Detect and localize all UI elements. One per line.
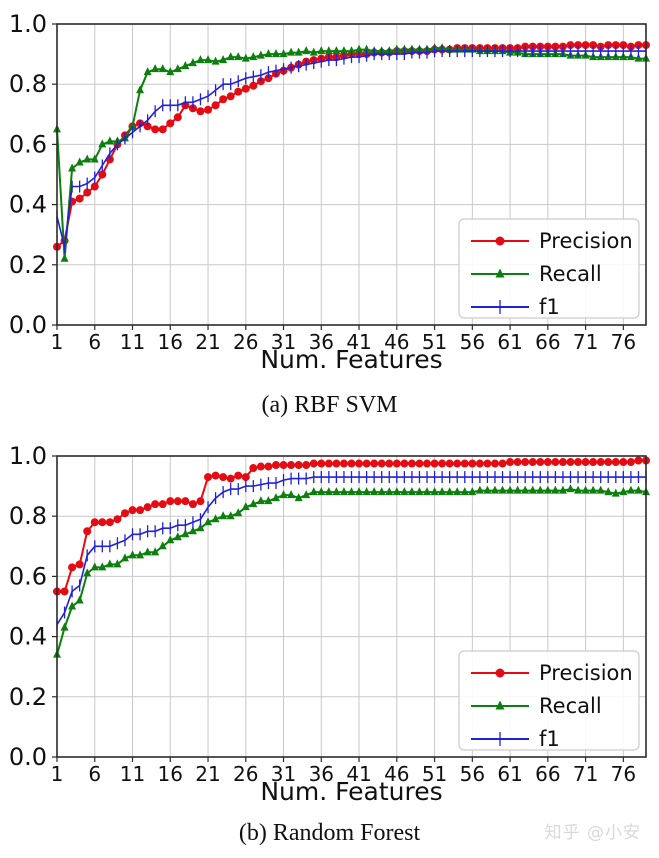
axes-frame (56, 455, 647, 758)
svg-text:56: 56 (460, 762, 485, 786)
svg-text:0.0: 0.0 (9, 311, 47, 339)
svg-text:36: 36 (309, 330, 334, 354)
svg-text:51: 51 (422, 330, 447, 354)
svg-text:Precision: Precision (539, 661, 633, 685)
svg-text:61: 61 (497, 762, 522, 786)
y-tick-labels: 0.0 0.2 0.4 0.6 0.8 1.0 (9, 10, 47, 339)
svg-text:1: 1 (51, 330, 64, 354)
svg-text:26: 26 (233, 762, 258, 786)
svg-text:56: 56 (460, 330, 485, 354)
svg-text:26: 26 (233, 330, 258, 354)
svg-text:31: 31 (271, 762, 296, 786)
svg-text:Precision: Precision (539, 229, 633, 253)
svg-text:11: 11 (120, 762, 145, 786)
legend-item-recall: Recall (471, 262, 602, 286)
axes-frame (56, 23, 647, 326)
svg-text:0.4: 0.4 (9, 191, 47, 219)
svg-text:Recall: Recall (539, 694, 602, 718)
series-recall (53, 484, 650, 658)
svg-text:66: 66 (535, 330, 560, 354)
series-f1 (56, 471, 647, 631)
svg-text:16: 16 (158, 762, 183, 786)
svg-text:66: 66 (535, 762, 560, 786)
legend: Precision Recall f1 (458, 650, 640, 751)
legend-item-f1: f1 (471, 295, 560, 319)
legend: Precision Recall f1 (458, 218, 640, 319)
svg-text:1.0: 1.0 (9, 442, 47, 470)
legend-item-f1: f1 (471, 727, 560, 751)
y-tick-labels: 0.0 0.2 0.4 0.6 0.8 1.0 (9, 442, 47, 771)
svg-text:0.8: 0.8 (9, 70, 47, 98)
svg-text:0.0: 0.0 (9, 743, 47, 771)
svg-text:0.2: 0.2 (9, 251, 47, 279)
svg-text:76: 76 (611, 330, 636, 354)
svg-text:f1: f1 (539, 727, 560, 751)
svg-text:6: 6 (88, 762, 101, 786)
svg-text:21: 21 (195, 330, 220, 354)
svg-text:71: 71 (573, 762, 598, 786)
svg-text:0.6: 0.6 (9, 130, 47, 158)
caption-rbf-svm: (a) RBF SVM (261, 392, 398, 418)
svg-text:21: 21 (195, 762, 220, 786)
svg-text:f1: f1 (539, 295, 560, 319)
rbf-svm-chart: 1 6 11 16 21 26 31 36 41 46 51 56 61 66 71 760.00.20.40… (9, 10, 650, 372)
svg-text:1.0: 1.0 (9, 10, 47, 38)
legend-item-precision: Precision (471, 229, 633, 253)
svg-text:46: 46 (384, 330, 409, 354)
svg-text:0.4: 0.4 (9, 623, 47, 651)
x-tick-labels: 1 6 11 16 21 26 31 36 41 46 51 56 61 66 71 76 (51, 762, 636, 786)
caption-random-forest: (b) Random Forest (238, 820, 421, 846)
series-precision (53, 456, 650, 596)
svg-text:11: 11 (120, 330, 145, 354)
svg-text:76: 76 (611, 762, 636, 786)
svg-text:0.8: 0.8 (9, 502, 47, 530)
svg-text:6: 6 (88, 330, 101, 354)
svg-text:16: 16 (158, 330, 183, 354)
series-f1 (56, 45, 647, 253)
svg-text:Recall: Recall (539, 262, 602, 286)
svg-text:46: 46 (384, 762, 409, 786)
svg-text:36: 36 (309, 762, 334, 786)
svg-text:0.6: 0.6 (9, 562, 47, 590)
legend-item-recall: Recall (471, 694, 602, 718)
watermark: 知乎 @小安 (544, 823, 641, 843)
tick-marks (52, 23, 624, 330)
svg-text:41: 41 (346, 762, 371, 786)
tick-marks (52, 455, 624, 762)
random-forest-chart: 1 6 11 16 21 26 31 36 41 46 51 56 61 66 71 760.00.20.40… (9, 442, 650, 804)
svg-text:51: 51 (422, 762, 447, 786)
svg-text:61: 61 (497, 330, 522, 354)
svg-text:0.2: 0.2 (9, 683, 47, 711)
svg-text:71: 71 (573, 330, 598, 354)
svg-text:31: 31 (271, 330, 296, 354)
x-axis-label: Num. Features (260, 345, 442, 372)
svg-text:41: 41 (346, 330, 371, 354)
legend-item-precision: Precision (471, 661, 633, 685)
x-axis-label: Num. Features (260, 777, 442, 804)
svg-text:1: 1 (51, 762, 64, 786)
x-tick-labels: 1 6 11 16 21 26 31 36 41 46 51 56 61 66 71 76 (51, 330, 636, 354)
